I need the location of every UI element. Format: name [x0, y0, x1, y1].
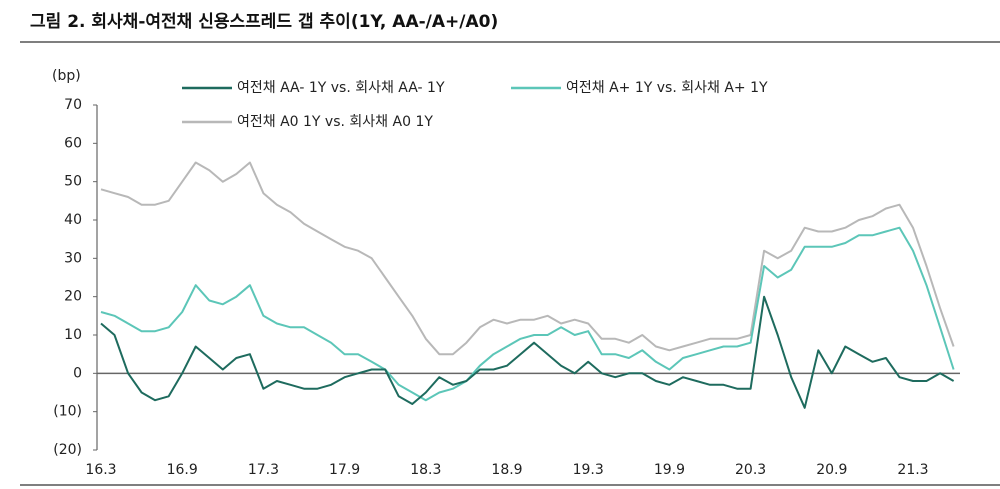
x-tick-label: 17.3: [248, 462, 279, 478]
y-tick-label: (10): [53, 404, 82, 420]
y-tick-label: 40: [64, 212, 82, 228]
y-axis-label: (bp): [52, 68, 81, 84]
x-tick-label: 18.3: [410, 462, 441, 478]
x-tick-label: 20.9: [816, 462, 847, 478]
x-tick-label: 16.9: [167, 462, 198, 478]
y-tick-label: 30: [64, 250, 82, 266]
legend-label: 여전채 A+ 1Y vs. 회사채 A+ 1Y: [566, 80, 768, 96]
y-tick-label: 60: [64, 135, 82, 151]
x-tick-label: 19.9: [654, 462, 685, 478]
y-tick-label: 20: [64, 289, 82, 305]
y-tick-label: 70: [64, 97, 82, 113]
series-line: [100, 295, 955, 409]
x-tick-label: 17.9: [329, 462, 360, 478]
legend-label: 여전채 AA- 1Y vs. 회사채 AA- 1Y: [237, 80, 445, 96]
x-tick-label: 19.3: [573, 462, 604, 478]
chart-title: 그림 2. 회사채-여전채 신용스프레드 갭 추이(1Y, AA-/A+/A0): [30, 12, 498, 32]
x-tick-label: 18.9: [491, 462, 522, 478]
series-line: [100, 161, 955, 356]
y-tick-label: (20): [53, 442, 82, 458]
x-tick-label: 20.3: [735, 462, 766, 478]
y-tick-label: 10: [64, 327, 82, 343]
x-tick-label: 21.3: [897, 462, 928, 478]
legend-label: 여전채 A0 1Y vs. 회사채 A0 1Y: [237, 114, 433, 130]
y-tick-label: 50: [64, 174, 82, 190]
y-tick-label: 0: [73, 365, 82, 381]
series-line: [100, 226, 955, 402]
x-tick-label: 16.3: [85, 462, 116, 478]
